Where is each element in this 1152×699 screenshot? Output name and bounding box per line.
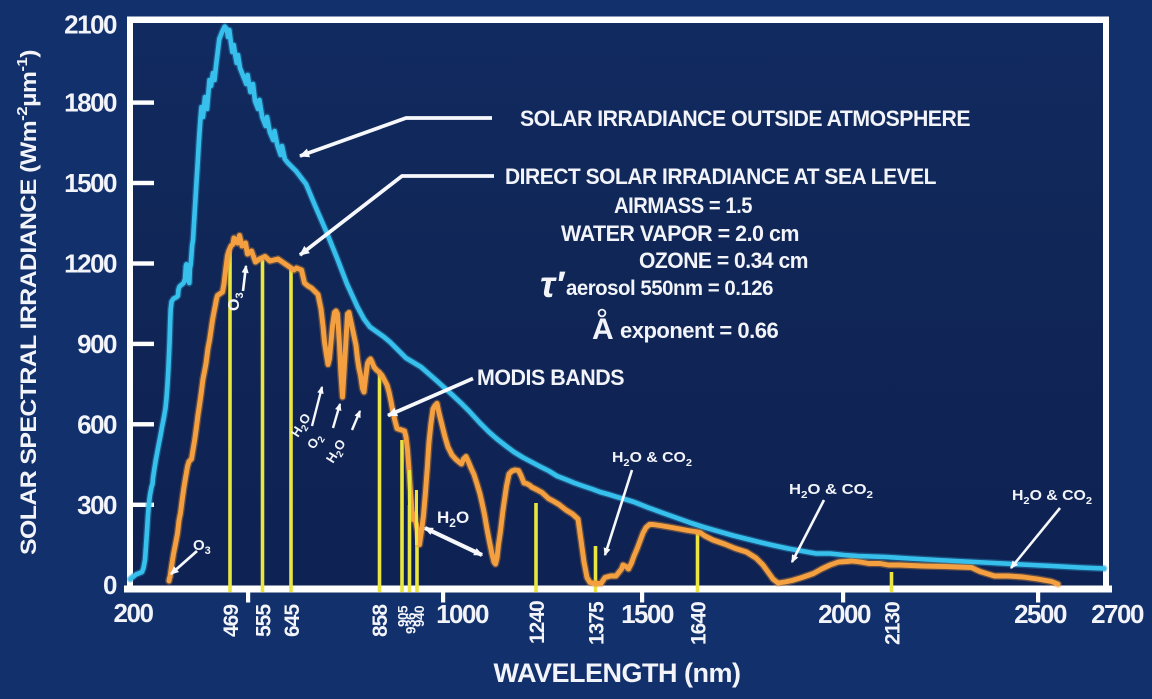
svg-text:300: 300 xyxy=(77,490,117,520)
svg-text:645: 645 xyxy=(281,604,304,637)
svg-text:2130: 2130 xyxy=(882,602,905,645)
svg-text:469: 469 xyxy=(220,605,243,637)
svg-text:SOLAR IRRADIANCE OUTSIDE ATMOS: SOLAR IRRADIANCE OUTSIDE ATMOSPHERE xyxy=(520,106,970,131)
svg-text:WATER VAPOR = 2.0 cm: WATER VAPOR = 2.0 cm xyxy=(561,221,799,246)
svg-text:WAVELENGTH (nm): WAVELENGTH (nm) xyxy=(494,658,741,688)
svg-text:H2O & CO2: H2O & CO 2 xyxy=(1012,487,1092,507)
svg-text:2000: 2000 xyxy=(818,599,871,629)
svg-text:H2O & CO2: H2O & CO 2 xyxy=(789,481,873,501)
svg-text:1375: 1375 xyxy=(586,601,609,645)
svg-text:2700: 2700 xyxy=(1091,599,1144,629)
svg-text:exponent = 0.66: exponent = 0.66 xyxy=(620,318,778,343)
svg-text:1500: 1500 xyxy=(621,599,674,629)
svg-text:0: 0 xyxy=(103,570,117,600)
svg-text:τ′: τ′ xyxy=(540,264,566,305)
svg-text:905: 905 xyxy=(396,605,411,627)
svg-text:1640: 1640 xyxy=(688,602,711,645)
svg-text:aerosol 550nm = 0.126: aerosol 550nm = 0.126 xyxy=(566,277,773,300)
svg-text:900: 900 xyxy=(77,329,117,359)
svg-text:2100: 2100 xyxy=(64,10,117,40)
svg-text:1500: 1500 xyxy=(64,168,117,198)
svg-text:600: 600 xyxy=(77,410,117,440)
svg-text:1000: 1000 xyxy=(436,599,489,629)
svg-text:940: 940 xyxy=(412,606,427,627)
svg-text:MODIS BANDS: MODIS BANDS xyxy=(477,365,624,390)
svg-text:200: 200 xyxy=(114,598,154,628)
svg-text:2500: 2500 xyxy=(1014,599,1067,629)
svg-text:1240: 1240 xyxy=(526,601,549,644)
svg-text:555: 555 xyxy=(253,604,276,637)
svg-text:DIRECT SOLAR IRRADIANCE AT SEA: DIRECT SOLAR IRRADIANCE AT SEA LEVEL xyxy=(505,164,936,189)
svg-text:H2O: H2O xyxy=(437,508,469,530)
svg-text:H2O & CO2: H2O & CO 2 xyxy=(612,449,692,469)
svg-text:A: A xyxy=(592,313,614,346)
svg-text:SOLAR SPECTRAL IRRADIANCE (Wm-: SOLAR SPECTRAL IRRADIANCE (Wm-2µm-1) xyxy=(14,50,41,555)
svg-text:AIRMASS = 1.5: AIRMASS = 1.5 xyxy=(614,193,752,218)
svg-text:1200: 1200 xyxy=(64,249,117,279)
svg-text:936: 936 xyxy=(404,612,419,634)
svg-text:1800: 1800 xyxy=(64,88,117,118)
svg-text:858: 858 xyxy=(369,604,392,637)
svg-text:OZONE = 0.34 cm: OZONE = 0.34 cm xyxy=(639,248,808,273)
